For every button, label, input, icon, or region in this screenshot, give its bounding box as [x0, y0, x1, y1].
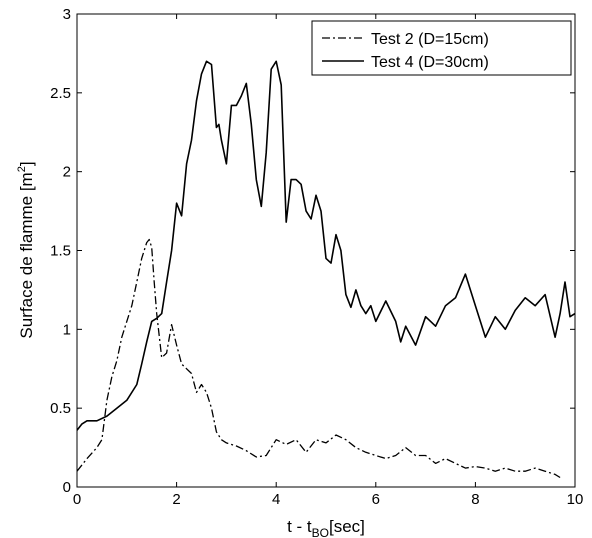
y-tick-label: 2 — [63, 164, 71, 181]
y-tick-label: 1 — [63, 321, 71, 338]
series-line-test-4 — [76, 60, 576, 431]
x-axis-label: t - tBO[sec] — [287, 517, 365, 538]
legend: Test 2 (D=15cm) Test 4 (D=30cm) — [311, 20, 572, 76]
x-tick-label: 6 — [372, 491, 380, 508]
x-tick-label: 10 — [567, 491, 584, 508]
y-axis-label-main: Surface de flamme [m — [17, 172, 36, 338]
x-tick-label: 8 — [471, 491, 479, 508]
y-axis-label-end: ] — [17, 161, 36, 166]
y-axis-label: Surface de flamme [m2] — [16, 161, 36, 338]
plot-area — [77, 14, 575, 487]
x-tick-label: 4 — [272, 491, 280, 508]
legend-box — [311, 20, 572, 76]
x-axis-label-sub: BO — [312, 526, 329, 538]
x-axis-label-unit: [sec] — [329, 517, 365, 536]
x-tick-label: 0 — [73, 491, 81, 508]
y-tick-label: 0 — [63, 479, 71, 496]
y-tick-label: 2.5 — [50, 85, 71, 102]
x-tick-label: 2 — [172, 491, 180, 508]
y-tick-label: 0.5 — [50, 400, 71, 417]
plot-frame — [76, 13, 576, 488]
y-tick-label: 3 — [63, 6, 71, 23]
legend-label-test-2: Test 2 (D=15cm) — [371, 31, 489, 48]
y-tick-label: 1.5 — [50, 243, 71, 260]
legend-label-test-4: Test 4 (D=30cm) — [371, 54, 489, 71]
series-line-test-2 — [76, 238, 561, 479]
x-axis-label-main: t - t — [287, 517, 312, 536]
y-axis-label-sup: 2 — [16, 166, 28, 172]
